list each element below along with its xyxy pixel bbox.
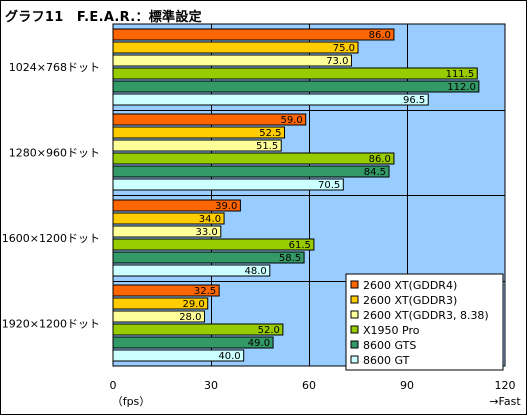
legend-swatch-0 bbox=[350, 280, 359, 289]
legend-swatch-5 bbox=[350, 355, 359, 364]
bar-0-3 bbox=[112, 67, 478, 80]
bar-0-2 bbox=[112, 54, 352, 67]
x-tick-label-0: 0 bbox=[110, 379, 117, 392]
data-label-3-0: 32.5 bbox=[194, 286, 216, 297]
data-label-3-2: 28.0 bbox=[179, 312, 201, 323]
bar-0-1 bbox=[112, 41, 359, 54]
category-label-1: 1280×960ドット bbox=[9, 146, 100, 159]
bar-1-0 bbox=[112, 113, 307, 126]
legend-label-5: 8600 GT bbox=[363, 354, 410, 367]
bar-3-1 bbox=[112, 297, 209, 310]
legend-label-0: 2600 XT(GDDR4) bbox=[363, 279, 457, 292]
x-axis-direction-label: →Fast bbox=[489, 395, 521, 408]
data-label-1-1: 52.5 bbox=[259, 128, 281, 139]
data-label-2-3: 61.5 bbox=[289, 240, 311, 251]
data-label-1-0: 59.0 bbox=[280, 115, 302, 126]
x-tick-label-4: 120 bbox=[495, 379, 516, 392]
data-label-0-3: 111.5 bbox=[446, 69, 475, 80]
bar-2-2 bbox=[112, 225, 222, 238]
bar-0-0 bbox=[112, 28, 395, 41]
bar-2-1 bbox=[112, 212, 225, 225]
bar-1-4 bbox=[112, 165, 390, 178]
data-label-1-3: 86.0 bbox=[369, 154, 391, 165]
bar-2-3 bbox=[112, 238, 315, 251]
legend-label-2: 2600 XT(GDDR3, 8.38) bbox=[363, 309, 489, 322]
legend-swatch-2 bbox=[350, 310, 359, 319]
legend-label-1: 2600 XT(GDDR3) bbox=[363, 294, 457, 307]
data-label-1-5: 70.5 bbox=[318, 180, 340, 191]
bar-2-5 bbox=[112, 264, 271, 277]
legend-swatch-1 bbox=[350, 295, 359, 304]
bar-3-0 bbox=[112, 284, 220, 297]
data-label-2-0: 39.0 bbox=[215, 201, 237, 212]
bar-1-3 bbox=[112, 152, 395, 165]
data-label-0-2: 73.0 bbox=[326, 56, 348, 67]
chart-title: グラフ11 F.E.A.R.：標準設定 bbox=[5, 10, 202, 25]
bar-3-4 bbox=[112, 336, 274, 349]
data-label-3-1: 29.0 bbox=[182, 299, 204, 310]
data-label-3-3: 52.0 bbox=[258, 325, 280, 336]
bar-3-5 bbox=[112, 349, 245, 362]
x-tick-label-2: 60 bbox=[302, 379, 316, 392]
bar-2-0 bbox=[112, 199, 241, 212]
data-label-2-2: 33.0 bbox=[196, 227, 218, 238]
bar-3-3 bbox=[112, 323, 284, 336]
data-label-0-0: 86.0 bbox=[369, 30, 391, 41]
x-tick-label-3: 90 bbox=[400, 379, 414, 392]
data-label-1-4: 84.5 bbox=[364, 167, 386, 178]
data-label-2-5: 48.0 bbox=[245, 266, 267, 277]
x-axis-label: （fps） bbox=[112, 395, 151, 408]
x-tick-label-1: 30 bbox=[204, 379, 218, 392]
bar-1-2 bbox=[112, 139, 282, 152]
bar-0-5 bbox=[112, 93, 429, 106]
bar-3-2 bbox=[112, 310, 205, 323]
legend-label-3: X1950 Pro bbox=[363, 324, 420, 337]
legend-box bbox=[345, 273, 504, 371]
data-label-0-4: 112.0 bbox=[447, 82, 476, 93]
category-label-0: 1024×768ドット bbox=[9, 61, 100, 74]
legend-swatch-4 bbox=[350, 340, 359, 349]
bar-1-1 bbox=[112, 126, 285, 139]
bar-2-4 bbox=[112, 251, 305, 264]
category-label-3: 1920×1200ドット bbox=[2, 317, 100, 330]
data-label-0-5: 96.5 bbox=[403, 95, 425, 106]
legend-swatch-3 bbox=[350, 325, 359, 334]
data-label-3-4: 49.0 bbox=[248, 338, 270, 349]
data-label-0-1: 75.0 bbox=[333, 43, 355, 54]
data-label-1-2: 51.5 bbox=[256, 141, 278, 152]
bar-0-4 bbox=[112, 80, 480, 93]
legend-label-4: 8600 GTS bbox=[363, 339, 416, 352]
category-label-2: 1600×1200ドット bbox=[2, 232, 100, 245]
data-label-2-1: 34.0 bbox=[199, 214, 221, 225]
data-label-3-5: 40.0 bbox=[218, 351, 240, 362]
data-label-2-4: 58.5 bbox=[279, 253, 301, 264]
bar-1-5 bbox=[112, 178, 344, 191]
